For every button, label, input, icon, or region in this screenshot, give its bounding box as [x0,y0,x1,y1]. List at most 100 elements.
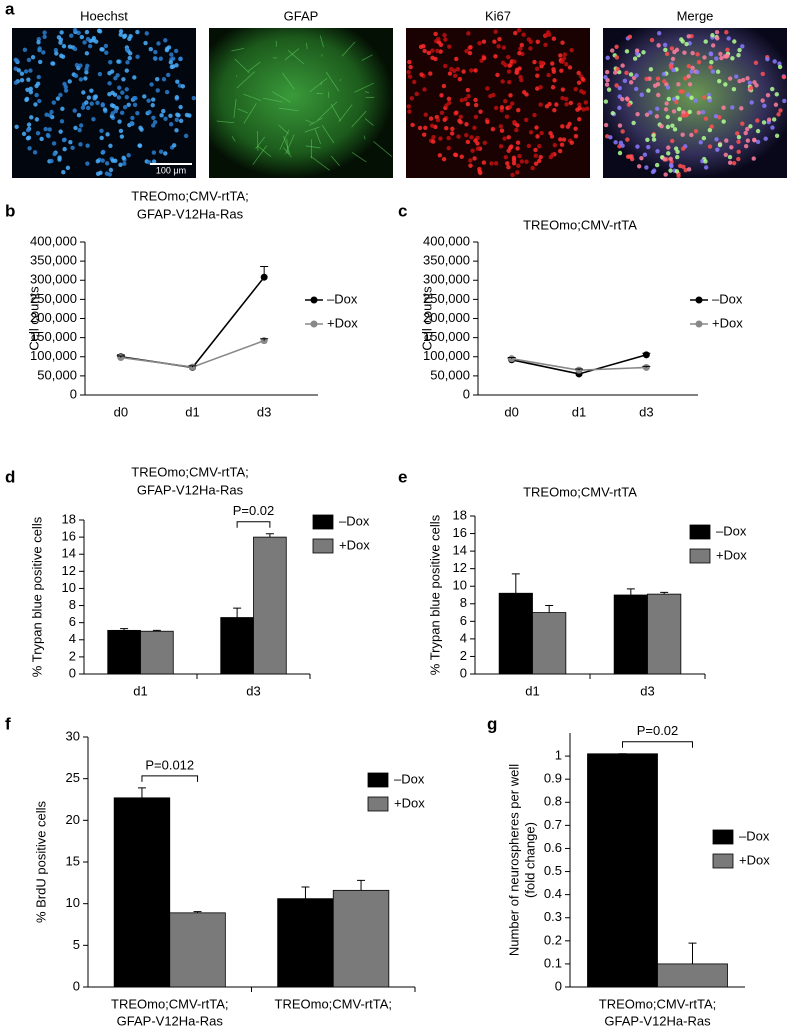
legend-label: –Dox [339,513,370,528]
gfap-fiber [331,155,340,167]
cell-nucleus [567,121,572,127]
cell-nucleus [669,46,675,51]
cell-nucleus [644,165,649,170]
cell-nucleus [166,72,171,78]
cell-nucleus [736,139,741,145]
cell-nucleus [743,144,749,149]
cell-nucleus [634,73,639,78]
y-tick-label: 14 [453,543,467,558]
gfap-fiber [309,117,323,126]
cell-nucleus [95,159,101,164]
cell-nucleus [687,82,693,87]
cell-nucleus [442,117,447,123]
cell-nucleus [164,47,170,53]
cell-nucleus [99,135,104,141]
cell-nucleus [46,133,51,139]
cell-nucleus [409,96,414,101]
cell-nucleus [135,110,140,116]
cell-nucleus [550,61,555,66]
cell-nucleus [171,64,176,69]
cell-nucleus [615,66,620,72]
cell-nucleus [569,47,574,53]
cell-nucleus [118,128,124,134]
legend-swatch [689,524,711,540]
x-tick-label: d1 [133,683,147,698]
cell-nucleus [27,146,32,151]
cell-nucleus [42,30,47,35]
cell-nucleus [497,36,502,42]
cell-nucleus [539,60,544,66]
cell-nucleus [495,72,500,78]
cell-nucleus [110,90,115,96]
cell-nucleus [680,146,686,151]
cell-nucleus [104,171,110,176]
cell-nucleus [52,151,57,157]
cell-nucleus [655,76,661,81]
gfap-fiber [321,125,335,144]
cell-nucleus [515,170,520,175]
cell-nucleus [614,83,619,88]
cell-nucleus [710,69,716,74]
cell-nucleus [690,65,695,71]
y-tick-label: 6 [460,613,467,628]
cell-nucleus [737,47,742,53]
cell-nucleus [554,102,559,107]
cell-nucleus [604,69,610,75]
cell-nucleus [121,77,126,82]
cell-nucleus [526,37,532,42]
cell-nucleus [626,102,632,107]
cell-nucleus [668,162,674,168]
y-tick-label: 250,000 [30,291,77,306]
cell-nucleus [507,63,512,68]
cell-nucleus [49,158,54,164]
cell-nucleus [478,109,483,114]
cell-nucleus [535,86,540,91]
cell-nucleus [715,69,721,74]
cell-nucleus [35,130,41,136]
y-axis-label: Cell counts [419,286,434,351]
error-bar [357,879,366,891]
x-tick-label: d3 [639,404,653,419]
gfap-fiber [231,47,245,52]
cell-nucleus [755,139,761,145]
cell-nucleus [21,131,27,137]
cell-nucleus [151,150,157,155]
cell-nucleus [664,51,670,57]
series-line [120,276,265,369]
y-tick-label: 400,000 [423,233,470,248]
cell-nucleus [533,153,538,158]
cell-nucleus [703,159,708,164]
cell-nucleus [444,126,449,131]
cell-nucleus [561,137,567,142]
cell-nucleus [715,36,720,41]
cell-nucleus [558,137,563,142]
cell-nucleus [671,67,676,73]
cell-nucleus [155,88,160,93]
cell-nucleus [665,85,671,90]
error-bar [193,911,202,913]
cell-nucleus [668,156,673,161]
cell-nucleus [39,136,44,142]
cell-nucleus [559,142,565,147]
cell-nucleus [421,132,427,137]
cell-nucleus [558,53,563,58]
legend-label: +Dox [339,537,370,552]
cell-nucleus [533,161,539,166]
cell-nucleus [724,138,729,143]
y-tick-label: 50,000 [37,367,77,382]
cell-nucleus [569,140,574,145]
gfap-fiber [243,103,257,124]
cell-nucleus [151,123,156,128]
cell-nucleus [430,139,436,144]
cell-nucleus [95,171,101,176]
cell-nucleus [560,124,565,129]
cell-nucleus [168,113,173,119]
cell-nucleus [139,127,144,132]
y-tick-label: 2 [460,648,467,663]
cell-nucleus [774,92,779,97]
cell-nucleus [455,66,461,72]
legend-label: +Dox [712,315,743,330]
legend-label: –Dox [739,828,770,843]
cell-nucleus [702,55,707,60]
